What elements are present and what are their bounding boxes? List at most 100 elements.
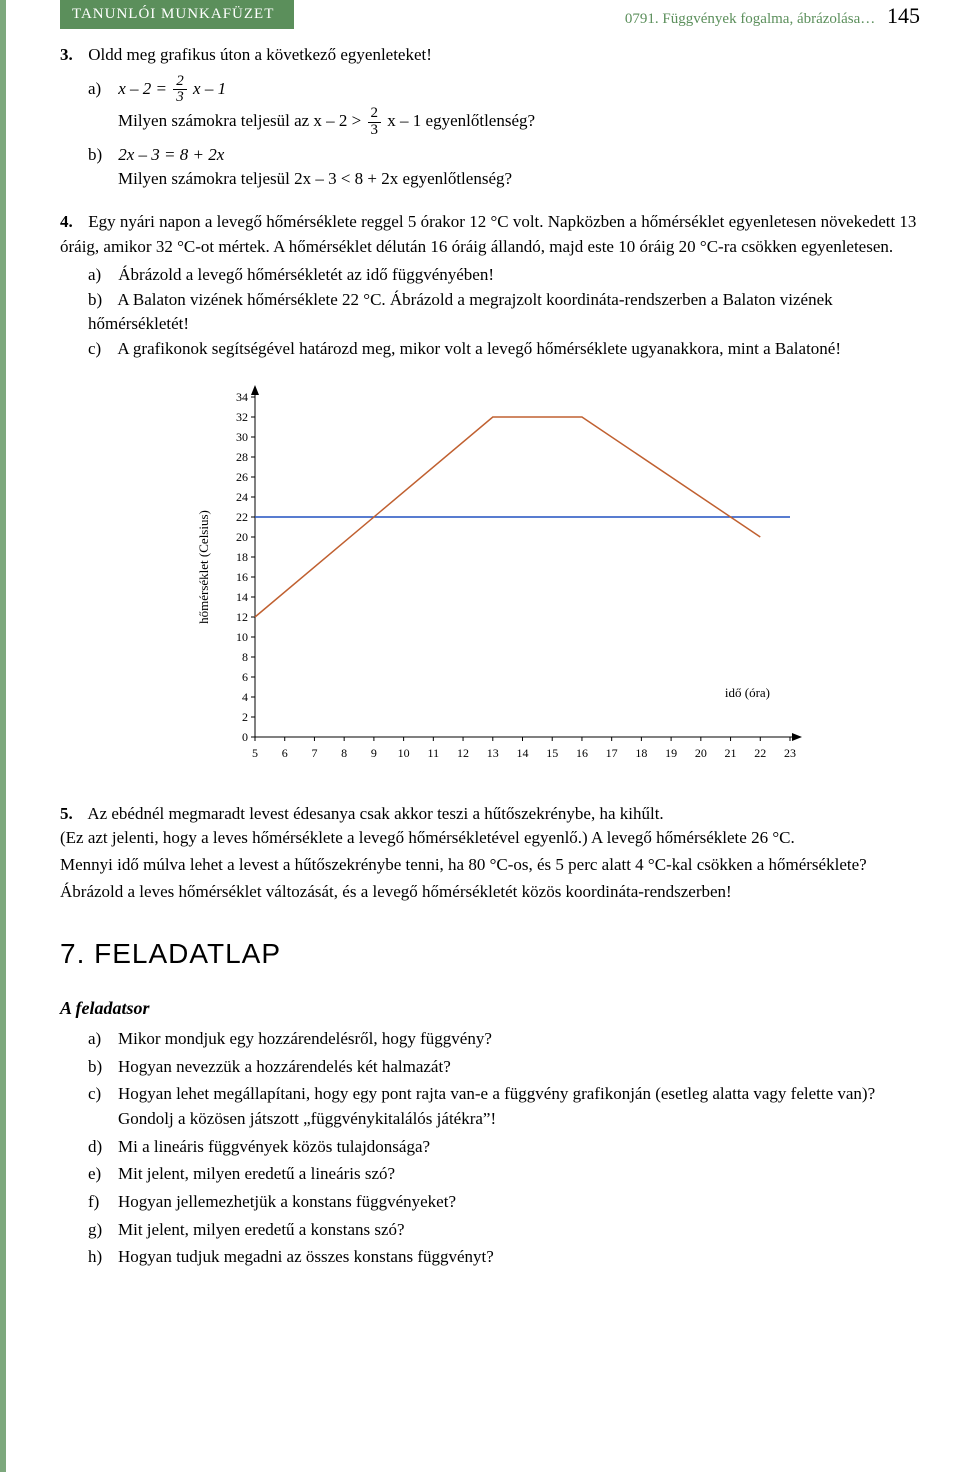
svg-text:21: 21 bbox=[725, 746, 737, 760]
ex3-prompt: Oldd meg grafikus úton a következő egyen… bbox=[88, 45, 432, 64]
svg-text:10: 10 bbox=[236, 630, 248, 644]
svg-text:24: 24 bbox=[236, 490, 248, 504]
svg-text:13: 13 bbox=[487, 746, 499, 760]
svg-text:6: 6 bbox=[242, 670, 248, 684]
question-row: a)Mikor mondjuk egy hozzárendelésről, ho… bbox=[88, 1027, 920, 1052]
question-row: c)Hogyan lehet megállapítani, hogy egy p… bbox=[88, 1082, 920, 1131]
svg-text:0: 0 bbox=[242, 730, 248, 744]
svg-text:6: 6 bbox=[282, 746, 288, 760]
ex4-c: c) A grafikonok segítségével határozd me… bbox=[88, 337, 920, 362]
chapter-ref: 0791. Függvények fogalma, ábrázolása… 14… bbox=[625, 3, 920, 29]
question-text: Mi a lineáris függvények közös tulajdons… bbox=[118, 1135, 920, 1160]
ex3-b-eq: 2x – 3 = 8 + 2x bbox=[118, 145, 224, 164]
ex3-number: 3. bbox=[60, 43, 84, 68]
question-label: a) bbox=[88, 1027, 118, 1052]
question-label: c) bbox=[88, 1082, 118, 1131]
svg-text:12: 12 bbox=[457, 746, 469, 760]
question-row: f)Hogyan jellemezhetjük a konstans függv… bbox=[88, 1190, 920, 1215]
question-label: h) bbox=[88, 1245, 118, 1270]
ex3-b-line2: Milyen számokra teljesül 2x – 3 < 8 + 2x… bbox=[118, 167, 920, 192]
svg-text:18: 18 bbox=[635, 746, 647, 760]
svg-text:idő (óra): idő (óra) bbox=[725, 685, 770, 700]
svg-text:hőmérséklet (Celsius): hőmérséklet (Celsius) bbox=[196, 510, 211, 624]
svg-text:12: 12 bbox=[236, 610, 248, 624]
ex5-line4: Ábrázold a leves hőmérséklet változását,… bbox=[60, 880, 920, 905]
svg-text:16: 16 bbox=[236, 570, 248, 584]
ex4-text: Egy nyári napon a levegő hőmérséklete re… bbox=[60, 212, 916, 256]
svg-text:19: 19 bbox=[665, 746, 677, 760]
ex4-a-text: Ábrázold a levegő hőmérsékletét az idő f… bbox=[118, 265, 494, 284]
svg-text:10: 10 bbox=[398, 746, 410, 760]
svg-text:22: 22 bbox=[754, 746, 766, 760]
svg-text:32: 32 bbox=[236, 410, 248, 424]
fraction-2-3: 23 bbox=[173, 74, 187, 107]
exercise-4: 4. Egy nyári napon a levegő hőmérséklete… bbox=[60, 210, 920, 782]
question-text: Mikor mondjuk egy hozzárendelésről, hogy… bbox=[118, 1027, 920, 1052]
ex5-number: 5. bbox=[60, 802, 84, 827]
ex5-line2: (Ez azt jelenti, hogy a leves hőmérsékle… bbox=[60, 826, 920, 851]
ex3-b: b) 2x – 3 = 8 + 2x Milyen számokra telje… bbox=[88, 143, 920, 192]
question-text: Hogyan tudjuk megadni az összes konstans… bbox=[118, 1245, 920, 1270]
svg-text:5: 5 bbox=[252, 746, 258, 760]
chapter-text: 0791. Függvények fogalma, ábrázolása… bbox=[625, 11, 875, 27]
svg-text:28: 28 bbox=[236, 450, 248, 464]
ex3-a: a) x – 2 = 23 x – 1 Milyen számokra telj… bbox=[88, 74, 920, 139]
question-label: f) bbox=[88, 1190, 118, 1215]
svg-text:18: 18 bbox=[236, 550, 248, 564]
svg-text:14: 14 bbox=[236, 590, 248, 604]
chart-svg: 0246810121416182022242628303234567891011… bbox=[190, 382, 810, 782]
temperature-chart: 0246810121416182022242628303234567891011… bbox=[190, 382, 920, 782]
exercise-3: 3. Oldd meg grafikus úton a következő eg… bbox=[60, 43, 920, 192]
exercise-5: 5. Az ebédnél megmaradt levest édesanya … bbox=[60, 802, 920, 905]
question-label: d) bbox=[88, 1135, 118, 1160]
question-text: Hogyan jellemezhetjük a konstans függvén… bbox=[118, 1190, 920, 1215]
svg-text:7: 7 bbox=[311, 746, 317, 760]
workbook-title: TANUNLÓI MUNKAFÜZET bbox=[60, 0, 294, 29]
question-text: Mit jelent, milyen eredetű a konstans sz… bbox=[118, 1218, 920, 1243]
section-7-title: 7. FELADATLAP bbox=[60, 934, 920, 975]
ex4-b-label: b) bbox=[88, 288, 114, 313]
ex4-c-label: c) bbox=[88, 337, 114, 362]
svg-text:26: 26 bbox=[236, 470, 248, 484]
svg-text:16: 16 bbox=[576, 746, 588, 760]
svg-text:20: 20 bbox=[236, 530, 248, 544]
series-a-title: A feladatsor bbox=[60, 995, 920, 1021]
ex4-a: a) Ábrázold a levegő hőmérsékletét az id… bbox=[88, 263, 920, 288]
svg-text:14: 14 bbox=[517, 746, 529, 760]
ex4-c-text: A grafikonok segítségével határozd meg, … bbox=[117, 339, 841, 358]
question-row: b)Hogyan nevezzük a hozzárendelés két ha… bbox=[88, 1055, 920, 1080]
ex5-line1: Az ebédnél megmaradt levest édesanya csa… bbox=[87, 804, 663, 823]
question-list: a)Mikor mondjuk egy hozzárendelésről, ho… bbox=[88, 1027, 920, 1270]
question-text: Mit jelent, milyen eredetű a lineáris sz… bbox=[118, 1162, 920, 1187]
svg-text:2: 2 bbox=[242, 710, 248, 724]
ex5-line3: Mennyi idő múlva lehet a levest a hűtősz… bbox=[60, 853, 920, 878]
ex3-a-label: a) bbox=[88, 77, 114, 102]
ex3-b-label: b) bbox=[88, 143, 114, 168]
question-text: Hogyan lehet megállapítani, hogy egy pon… bbox=[118, 1082, 920, 1131]
fraction-2-3: 23 bbox=[368, 106, 382, 139]
page: TANUNLÓI MUNKAFÜZET 0791. Függvények fog… bbox=[0, 0, 960, 1472]
question-label: g) bbox=[88, 1218, 118, 1243]
ex4-number: 4. bbox=[60, 210, 84, 235]
svg-text:8: 8 bbox=[242, 650, 248, 664]
svg-text:20: 20 bbox=[695, 746, 707, 760]
svg-text:30: 30 bbox=[236, 430, 248, 444]
question-label: b) bbox=[88, 1055, 118, 1080]
svg-text:15: 15 bbox=[546, 746, 558, 760]
svg-text:17: 17 bbox=[606, 746, 618, 760]
question-row: e)Mit jelent, milyen eredetű a lineáris … bbox=[88, 1162, 920, 1187]
ex3-a-eq: x – 2 = 23 x – 1 bbox=[118, 79, 226, 98]
page-header: TANUNLÓI MUNKAFÜZET 0791. Függvények fog… bbox=[60, 0, 920, 29]
svg-text:23: 23 bbox=[784, 746, 796, 760]
page-number: 145 bbox=[887, 3, 920, 28]
question-row: h)Hogyan tudjuk megadni az összes konsta… bbox=[88, 1245, 920, 1270]
ex4-a-label: a) bbox=[88, 263, 114, 288]
body: 3. Oldd meg grafikus úton a következő eg… bbox=[60, 43, 920, 1270]
question-text: Hogyan nevezzük a hozzárendelés két halm… bbox=[118, 1055, 920, 1080]
ex4-b: b) A Balaton vizének hőmérséklete 22 °C.… bbox=[88, 288, 920, 337]
ex4-b-text: A Balaton vizének hőmérséklete 22 °C. Áb… bbox=[88, 290, 833, 334]
svg-text:11: 11 bbox=[428, 746, 440, 760]
question-label: e) bbox=[88, 1162, 118, 1187]
svg-text:22: 22 bbox=[236, 510, 248, 524]
question-row: d)Mi a lineáris függvények közös tulajdo… bbox=[88, 1135, 920, 1160]
